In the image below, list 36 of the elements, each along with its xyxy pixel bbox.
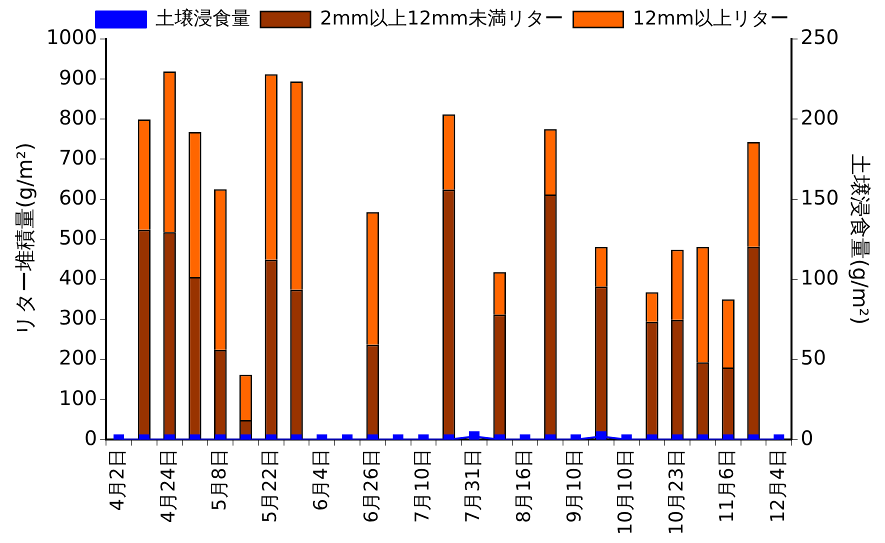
x-tick-label: 5月8日 [208, 448, 230, 511]
x-tick-label: 7月31日 [462, 448, 484, 523]
x-tick-label: 4月24日 [158, 448, 180, 523]
y-axis-title: リター堆積量(g/m²) [13, 142, 38, 336]
legend-label: 12mm以上リター [632, 7, 790, 30]
y-tick-label: 600 [58, 185, 98, 210]
y2-tick-label: 150 [800, 185, 839, 210]
x-tick-label: 4月2日 [106, 448, 129, 511]
y-tick-label: 1000 [46, 25, 98, 50]
x-tick-label: 6月4日 [310, 448, 332, 511]
y-tick-label: 100 [58, 386, 98, 410]
y2-axis-title: 土壌浸食量(g/m²) [848, 154, 872, 325]
y2-tick-label: 250 [800, 25, 839, 50]
legend-label: 土壌浸食量 [156, 7, 251, 30]
x-tick-label: 12月4日 [766, 448, 789, 523]
x-tick-label: 9月10日 [564, 448, 586, 523]
x-tick-label: 10月23日 [665, 448, 688, 536]
x-tick-label: 5月22日 [259, 448, 282, 523]
y-tick-label: 900 [58, 65, 98, 90]
y-tick-label: 500 [58, 226, 98, 250]
y-tick-label: 700 [58, 145, 98, 170]
y2-tick-label: 100 [800, 266, 839, 290]
x-tick-label: 10月10日 [614, 448, 637, 536]
legend-label: 2mm以上12mm未満リター [320, 7, 564, 30]
x-tick-label: 8月16日 [512, 448, 535, 523]
x-tick-label: 7月10日 [411, 448, 434, 523]
x-tick-label: 6月26日 [360, 448, 383, 523]
y2-tick-label: 200 [800, 105, 839, 130]
y2-tick-label: 0 [800, 426, 814, 450]
y-tick-label: 0 [84, 426, 98, 450]
y-tick-label: 300 [58, 306, 98, 330]
y-tick-label: 200 [58, 346, 98, 370]
y-tick-label: 800 [58, 105, 98, 130]
y2-tick-label: 50 [800, 346, 826, 370]
x-tick-label: 11月6日 [716, 448, 738, 523]
y-tick-label: 400 [58, 266, 98, 290]
